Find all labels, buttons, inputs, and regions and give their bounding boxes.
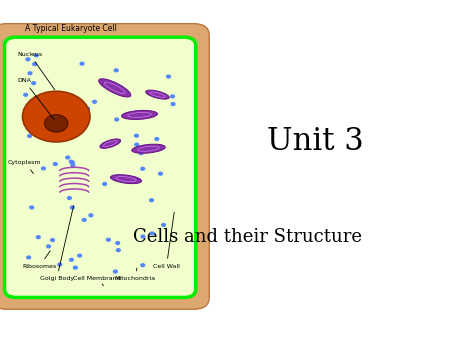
Circle shape — [45, 115, 68, 132]
Circle shape — [71, 164, 75, 167]
Circle shape — [58, 263, 62, 266]
Circle shape — [171, 103, 175, 105]
Text: DNA: DNA — [17, 78, 54, 120]
Circle shape — [114, 69, 118, 72]
Circle shape — [139, 152, 143, 155]
Circle shape — [68, 197, 72, 199]
Circle shape — [158, 172, 162, 175]
Circle shape — [107, 238, 110, 241]
Circle shape — [115, 118, 119, 121]
Circle shape — [103, 183, 107, 185]
Circle shape — [32, 82, 36, 84]
Circle shape — [135, 134, 138, 137]
Circle shape — [171, 95, 175, 98]
Circle shape — [41, 167, 45, 170]
Ellipse shape — [132, 144, 165, 153]
Circle shape — [73, 266, 77, 269]
Ellipse shape — [110, 175, 142, 184]
Circle shape — [166, 75, 171, 78]
Circle shape — [34, 54, 38, 57]
Text: Nucleus: Nucleus — [17, 52, 54, 90]
Circle shape — [155, 138, 159, 140]
Circle shape — [150, 232, 154, 235]
Circle shape — [93, 100, 96, 103]
Circle shape — [141, 167, 144, 170]
Circle shape — [69, 258, 73, 261]
Circle shape — [28, 72, 32, 75]
Circle shape — [22, 91, 90, 142]
Circle shape — [63, 128, 66, 131]
Text: Cytoplasm: Cytoplasm — [8, 160, 41, 173]
Ellipse shape — [100, 139, 121, 148]
Circle shape — [116, 242, 120, 244]
FancyBboxPatch shape — [4, 37, 196, 297]
Circle shape — [69, 160, 73, 163]
Circle shape — [89, 214, 93, 217]
Circle shape — [47, 245, 50, 248]
Circle shape — [150, 199, 153, 202]
Ellipse shape — [146, 90, 169, 99]
Circle shape — [82, 218, 86, 221]
Text: Cell Wall: Cell Wall — [153, 212, 180, 269]
Circle shape — [135, 143, 139, 146]
Circle shape — [80, 62, 84, 65]
Circle shape — [41, 117, 45, 120]
Circle shape — [66, 156, 70, 159]
Circle shape — [113, 270, 117, 273]
Circle shape — [51, 239, 54, 241]
Circle shape — [141, 235, 145, 238]
Circle shape — [86, 107, 90, 110]
Text: Ribosomes: Ribosomes — [22, 251, 57, 269]
Circle shape — [26, 58, 30, 61]
Text: Cells and their Structure: Cells and their Structure — [133, 227, 362, 246]
Text: Cell Membrane: Cell Membrane — [73, 276, 121, 286]
Circle shape — [36, 236, 40, 239]
Circle shape — [117, 249, 120, 251]
Ellipse shape — [99, 79, 131, 97]
Circle shape — [127, 179, 131, 183]
Ellipse shape — [122, 111, 158, 119]
Text: A Typical Eukaryote Cell: A Typical Eukaryote Cell — [25, 24, 117, 33]
Text: Unit 3: Unit 3 — [266, 126, 364, 158]
Circle shape — [45, 96, 48, 99]
Circle shape — [162, 223, 166, 226]
Circle shape — [71, 206, 74, 209]
Circle shape — [30, 206, 34, 209]
Text: Golgi Body: Golgi Body — [40, 206, 74, 281]
Circle shape — [131, 113, 135, 116]
FancyBboxPatch shape — [0, 24, 209, 309]
Circle shape — [27, 256, 31, 259]
Text: Mitochondria: Mitochondria — [115, 268, 156, 281]
Circle shape — [27, 135, 32, 137]
Circle shape — [24, 93, 27, 96]
Circle shape — [71, 161, 74, 164]
Circle shape — [78, 254, 81, 257]
Circle shape — [141, 264, 144, 267]
Circle shape — [33, 63, 36, 66]
Circle shape — [54, 163, 57, 166]
